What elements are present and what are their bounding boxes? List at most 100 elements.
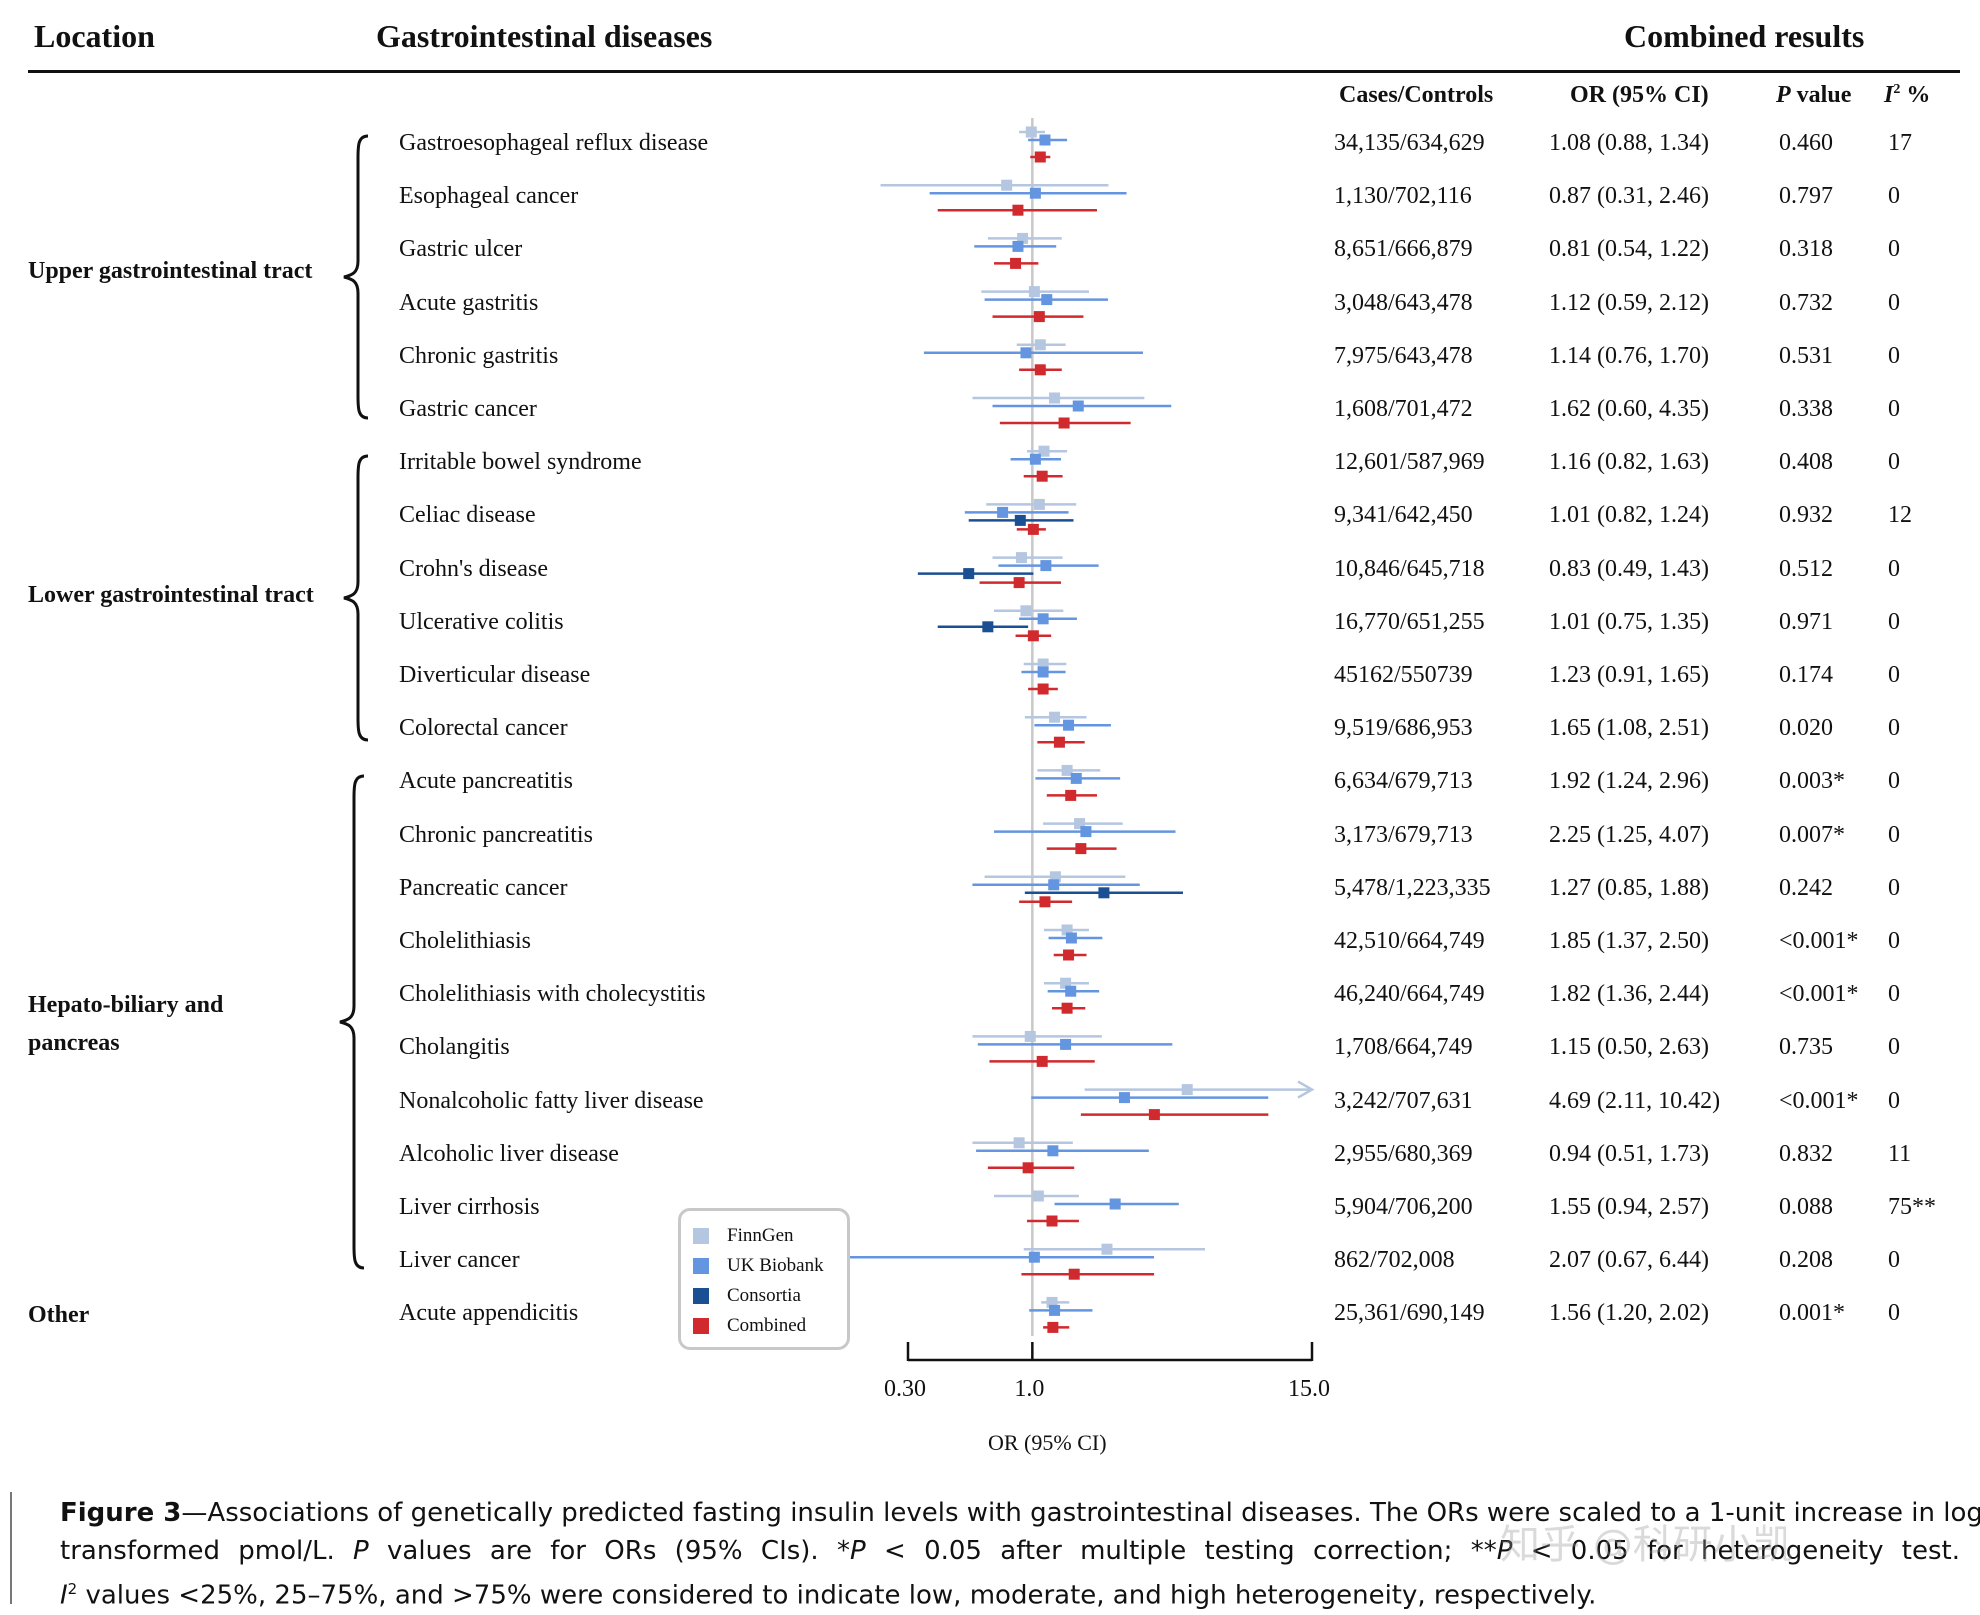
point-estimate: [1001, 179, 1013, 191]
cases-controls-value: 1,130/702,116: [1334, 183, 1472, 210]
or-ci-value: 1.65 (1.08, 2.51): [1549, 715, 1709, 742]
i2-value: 0: [1888, 1034, 1900, 1061]
group-brace: [343, 454, 369, 742]
caption-bar: [10, 1492, 12, 1604]
disease-name: Cholelithiasis: [399, 928, 531, 954]
disease-name: Chronic gastritis: [399, 342, 559, 369]
legend-swatch: [693, 1228, 709, 1244]
cases-controls-value: 862/702,008: [1334, 1247, 1455, 1274]
point-estimate: [1033, 498, 1045, 510]
disease-name: Acute gastritis: [399, 289, 539, 316]
point-estimate: [1065, 932, 1077, 944]
point-estimate: [1034, 339, 1046, 351]
point-estimate: [1037, 613, 1049, 625]
or-ci-value: 1.01 (0.75, 1.35): [1549, 608, 1709, 635]
or-ci-value: 0.81 (0.54, 1.22): [1549, 236, 1709, 263]
cases-controls-value: 1,708/664,749: [1334, 1034, 1473, 1061]
point-estimate: [1148, 1109, 1160, 1121]
cases-controls-header: Cases/Controls: [1339, 82, 1494, 108]
cases-controls-value: 9,341/642,450: [1334, 502, 1473, 529]
point-estimate: [1068, 1268, 1080, 1280]
point-estimate: [1101, 1243, 1113, 1255]
cases-controls-value: 42,510/664,749: [1334, 928, 1485, 954]
point-estimate: [1060, 977, 1072, 989]
p-value: 0.732: [1779, 289, 1833, 316]
i2-value: 0: [1888, 715, 1900, 742]
figure-caption: Figure 3—Associations of genetically pre…: [60, 1494, 1980, 1615]
point-estimate: [1118, 1092, 1130, 1104]
point-estimate: [1025, 126, 1037, 138]
p-value: 0.971: [1779, 608, 1833, 635]
point-estimate: [1012, 240, 1024, 252]
point-estimate: [1020, 347, 1032, 359]
i2-value: 0: [1888, 449, 1900, 476]
p-value: 0.797: [1779, 183, 1833, 210]
or-ci-value: 0.94 (0.51, 1.73): [1549, 1140, 1709, 1167]
cases-controls-value: 46,240/664,749: [1334, 981, 1485, 1008]
point-estimate: [1036, 1055, 1048, 1067]
p-value: <0.001*: [1779, 981, 1859, 1008]
i2-value: 17: [1888, 130, 1912, 156]
or-ci-value: 1.92 (1.24, 2.96): [1549, 768, 1709, 795]
point-estimate: [1037, 666, 1049, 678]
i2-header: I2 %: [1884, 82, 1931, 108]
disease-name: Cholelithiasis with cholecystitis: [399, 981, 706, 1008]
point-estimate: [1041, 294, 1053, 306]
point-estimate: [1049, 871, 1061, 883]
group-brace: [339, 774, 365, 1270]
i2-value: 0: [1888, 1247, 1900, 1274]
x-axis-title: OR (95% CI): [988, 1430, 1107, 1455]
disease-name: Diverticular disease: [399, 662, 591, 688]
point-estimate: [1061, 764, 1073, 776]
p-value: 0.408: [1779, 449, 1833, 476]
i2-value: 0: [1888, 342, 1900, 369]
disease-name: Nonalcoholic fatty liver disease: [399, 1087, 704, 1114]
cases-controls-value: 25,361/690,149: [1334, 1300, 1485, 1327]
point-estimate: [1013, 1137, 1025, 1149]
caption-line-1: Figure 3—Associations of genetically pre…: [60, 1498, 1980, 1528]
cases-controls-value: 3,173/679,713: [1334, 821, 1473, 848]
p-value-header: P value: [1776, 82, 1852, 108]
point-estimate: [1058, 417, 1070, 429]
point-estimate: [1022, 1162, 1034, 1174]
p-value: 0.932: [1779, 502, 1833, 529]
point-estimate: [963, 568, 975, 580]
legend-item-ukbiobank: UK Biobank: [693, 1251, 847, 1281]
point-estimate: [1013, 577, 1025, 589]
point-estimate: [1027, 630, 1039, 642]
legend-swatch: [693, 1258, 709, 1274]
legend-item-combined: Combined: [693, 1311, 847, 1341]
i2-value: 0: [1888, 768, 1900, 795]
point-estimate: [1040, 560, 1052, 572]
or-ci-value: 4.69 (2.11, 10.42): [1549, 1087, 1721, 1114]
disease-name: Gastric cancer: [399, 396, 537, 422]
group-brace: [343, 134, 369, 420]
point-estimate: [997, 506, 1009, 518]
i2-value: 0: [1888, 183, 1900, 210]
point-estimate: [1046, 1296, 1058, 1308]
i2-value: 0: [1888, 1087, 1900, 1114]
point-estimate: [1049, 711, 1061, 723]
disease-name: Cholangitis: [399, 1034, 510, 1061]
caption-line-2: transformed pmol/L. P values are for ORs…: [60, 1536, 1960, 1566]
point-estimate: [1061, 1002, 1073, 1014]
point-estimate: [1049, 1304, 1061, 1316]
or-ci-value: 1.27 (0.85, 1.88): [1549, 874, 1709, 901]
point-estimate: [1028, 286, 1040, 298]
disease-name: Colorectal cancer: [399, 715, 568, 742]
disease-name: Gastric ulcer: [399, 236, 523, 263]
point-estimate: [1034, 364, 1046, 376]
disease-name: Liver cirrhosis: [399, 1194, 540, 1220]
or-ci-value: 1.85 (1.37, 2.50): [1549, 928, 1709, 954]
point-estimate: [1048, 879, 1060, 891]
or-ci-value: 2.25 (1.25, 4.07): [1549, 821, 1709, 848]
cases-controls-value: 45162/550739: [1334, 662, 1473, 688]
p-value: 0.832: [1779, 1140, 1833, 1167]
point-estimate: [1181, 1084, 1193, 1096]
point-estimate: [1010, 257, 1022, 269]
point-estimate: [1037, 683, 1049, 695]
p-value: 0.208: [1779, 1247, 1833, 1274]
p-value: 0.512: [1779, 555, 1833, 582]
i2-value: 0: [1888, 236, 1900, 263]
point-estimate: [1027, 523, 1039, 535]
